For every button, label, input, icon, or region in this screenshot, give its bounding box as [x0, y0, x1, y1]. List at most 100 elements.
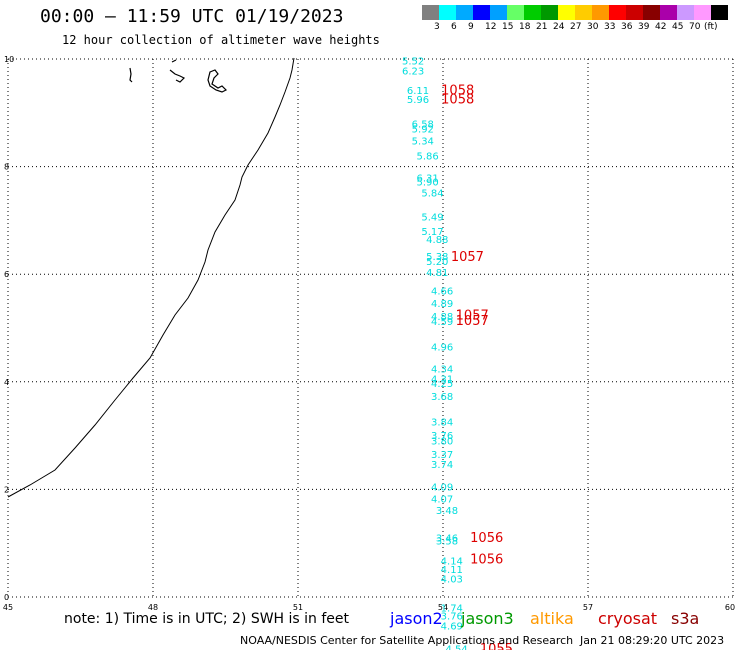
wave-height-label: 3.84	[431, 417, 453, 428]
legend-label: 70	[689, 22, 701, 32]
wave-height-label: 4.81	[426, 268, 448, 279]
wave-height-label: 4.88	[431, 312, 453, 323]
wave-height-label: 3.80	[431, 437, 453, 448]
wave-height-label: 4.89	[431, 299, 453, 310]
legend-label: 45	[672, 22, 684, 32]
legend-swatch	[592, 5, 609, 20]
wave-height-label: 6.23	[402, 67, 424, 78]
x-tick-label: 54	[438, 603, 448, 612]
time-label: 1057	[456, 314, 489, 329]
wave-height-label: 4.96	[431, 343, 453, 354]
wave-height-label: 3.76	[431, 431, 453, 442]
time-label: 1055	[480, 642, 513, 650]
x-tick-label: 57	[583, 603, 593, 612]
legend-swatch	[524, 5, 541, 20]
color-legend	[422, 5, 728, 20]
legend-swatch	[677, 5, 694, 20]
legend-swatch	[507, 5, 524, 20]
wave-height-label: 4.03	[441, 574, 463, 585]
wave-height-label: 5.38	[426, 252, 448, 263]
satellite-label-s3a: s3a	[671, 609, 700, 628]
legend-label: 27	[570, 22, 582, 32]
wave-height-label: 4.69	[441, 621, 463, 632]
legend-swatch	[541, 5, 558, 20]
wave-height-label: 3.76	[441, 612, 463, 623]
wave-height-label: 3.48	[436, 506, 458, 517]
wave-height-label: 3.68	[431, 392, 453, 403]
coastline	[7, 57, 295, 498]
legend-swatch	[643, 5, 660, 20]
y-tick-label: 4	[4, 378, 9, 387]
legend-swatch	[473, 5, 490, 20]
legend-swatch	[694, 5, 711, 20]
page-title: 00:00 – 11:59 UTC 01/19/2023	[40, 6, 344, 27]
wave-height-label: 3.58	[436, 536, 458, 547]
legend-swatch	[490, 5, 507, 20]
satellite-label-jason3: jason3	[461, 609, 514, 628]
time-label: 1058	[441, 84, 474, 99]
legend-swatch	[422, 5, 439, 20]
satellite-label-altika: altika	[530, 609, 574, 628]
legend-swatch	[609, 5, 626, 20]
wave-height-label: 4.34	[431, 365, 453, 376]
wave-height-label: 4.66	[431, 287, 453, 298]
legend-label: 12	[485, 22, 497, 32]
time-label: 1056	[470, 553, 503, 568]
time-labels: 105810581057105710571056105610551055	[441, 84, 513, 650]
island-outline	[129, 67, 133, 83]
wave-height-label: 1.74	[441, 604, 463, 615]
wave-height-label: 5.86	[417, 152, 439, 163]
legend-label: (ft)	[704, 22, 718, 32]
wave-height-label: 4.09	[431, 482, 453, 493]
wave-height-label: 4.59	[431, 317, 453, 328]
wave-height-label: 5.84	[421, 189, 443, 200]
y-tick-label: 0	[4, 593, 9, 602]
wave-height-label: 4.88	[426, 235, 448, 246]
wave-height-label: 4.11	[441, 565, 463, 576]
wave-height-label: 4.54	[446, 644, 468, 650]
time-label: 1056	[470, 531, 503, 546]
wave-height-label: 4.07	[431, 494, 453, 505]
footer-credit: NOAA/NESDIS Center for Satellite Applica…	[240, 634, 574, 647]
footer-timestamp: Jan 21 08:29:20 UTC 2023	[580, 634, 725, 647]
page-subtitle: 12 hour collection of altimeter wave hei…	[62, 33, 380, 47]
legend-label: 33	[604, 22, 616, 32]
time-label: 1057	[451, 250, 484, 265]
axis-tick-labels: 45 48 51 54 57 60 0 2 4 6 8 10	[3, 55, 735, 612]
legend-swatch	[456, 5, 473, 20]
satellite-label-jason2: jason2	[390, 609, 443, 628]
legend-label: 42	[655, 22, 667, 32]
legend-label: 21	[536, 22, 548, 32]
wave-height-label: 6.31	[417, 174, 439, 185]
wave-height-label: 5.20	[426, 257, 448, 268]
wave-height-label: 6.58	[412, 119, 434, 130]
legend-swatch	[711, 5, 728, 20]
x-tick-label: 60	[725, 603, 735, 612]
x-tick-label: 45	[3, 603, 13, 612]
legend-label: 6	[451, 22, 457, 32]
legend-swatch	[439, 5, 456, 20]
wave-height-label: 5.90	[417, 177, 439, 188]
wave-height-label: 4.14	[441, 557, 463, 568]
wave-height-label: 4.31	[431, 374, 453, 385]
legend-swatch	[575, 5, 592, 20]
island-outline	[169, 59, 186, 83]
wave-height-label: 5.34	[412, 137, 434, 148]
legend-swatch	[558, 5, 575, 20]
legend-label: 9	[468, 22, 474, 32]
legend-label: 36	[621, 22, 633, 32]
note-text: note: 1) Time is in UTC; 2) SWH is in fe…	[64, 611, 350, 627]
island-outline	[207, 69, 228, 93]
wave-height-label: 4.25	[431, 379, 453, 390]
wave-height-label: 5.52	[402, 56, 424, 67]
legend-label: 3	[434, 22, 440, 32]
y-tick-label: 6	[4, 270, 9, 279]
legend-label: 15	[502, 22, 514, 32]
legend-label: 18	[519, 22, 531, 32]
y-tick-label: 2	[4, 485, 9, 494]
wave-height-label: 5.49	[421, 212, 443, 223]
legend-label: 24	[553, 22, 565, 32]
time-label: 1055	[480, 648, 513, 650]
legend-label: 39	[638, 22, 650, 32]
